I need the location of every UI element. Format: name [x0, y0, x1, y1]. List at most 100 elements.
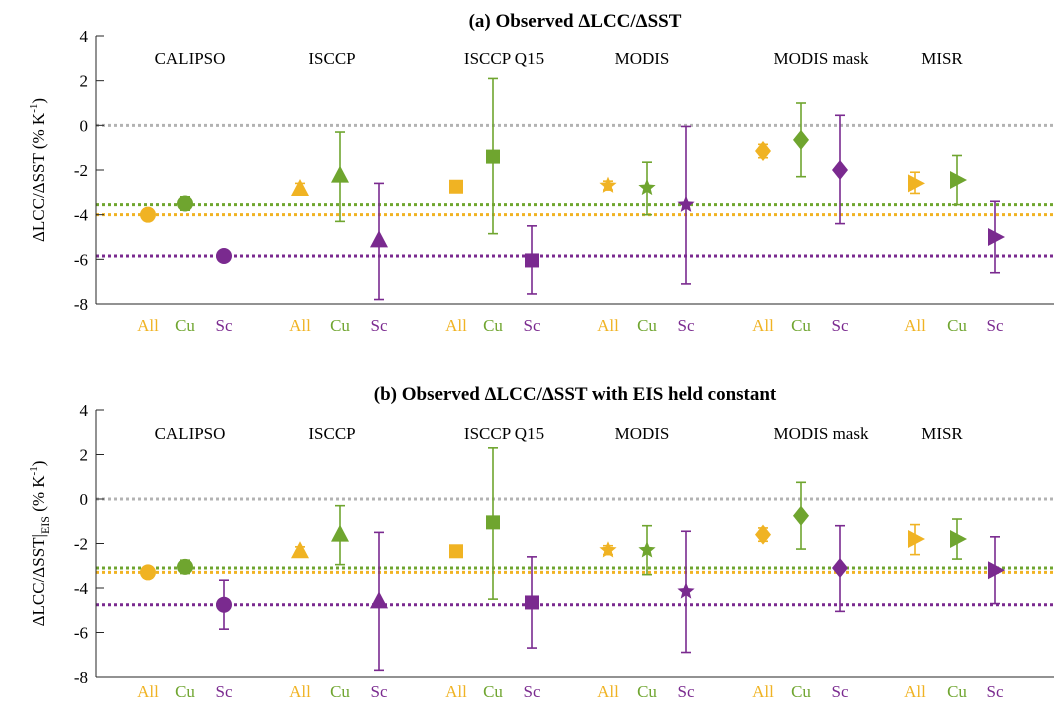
category-label: Cu [791, 682, 811, 701]
data-point-all [291, 178, 309, 196]
data-point-sc [216, 596, 232, 613]
y-tick-label: -4 [74, 206, 89, 225]
data-point-all [449, 179, 463, 194]
data-point-sc [988, 561, 1005, 580]
dataset-label: CALIPSO [155, 424, 226, 443]
category-label: Sc [216, 316, 233, 335]
dataset-label: MODIS mask [774, 424, 869, 443]
data-point-all [291, 541, 309, 559]
category-label: Sc [371, 316, 388, 335]
dataset-isccp-q15: ISCCP Q15 All Cu Sc [445, 49, 544, 335]
category-label: Sc [678, 682, 695, 701]
dataset-modis: MODIS All Cu Sc [597, 49, 695, 335]
data-point-cu [331, 524, 349, 542]
data-point-cu [486, 515, 500, 530]
data-point-cu [638, 178, 656, 196]
category-label: Sc [832, 316, 849, 335]
dataset-label: MODIS [615, 49, 670, 68]
category-label: Cu [637, 316, 657, 335]
y-tick-label: -6 [74, 250, 88, 269]
y-tick-label: -8 [74, 295, 88, 314]
dataset-calipso: CALIPSO All Cu Sc [137, 49, 233, 335]
data-point-all [599, 541, 617, 558]
dataset-misr: MISR All Cu Sc [904, 424, 1005, 701]
category-label: Cu [175, 316, 195, 335]
category-label: Sc [524, 682, 541, 701]
category-label: Sc [832, 682, 849, 701]
category-label: Cu [330, 316, 350, 335]
category-label: All [289, 682, 311, 701]
category-label: Cu [483, 682, 503, 701]
y-tick-label: -2 [74, 161, 88, 180]
data-point-all [755, 141, 771, 162]
category-label: Sc [216, 682, 233, 701]
category-label: Cu [947, 316, 967, 335]
y-tick-label: -6 [74, 624, 88, 643]
dataset-label: MODIS [615, 424, 670, 443]
category-label: All [752, 682, 774, 701]
y-tick-label: 0 [80, 116, 89, 135]
category-label: Sc [524, 316, 541, 335]
data-point-cu [638, 541, 656, 558]
data-point-cu [950, 171, 967, 190]
category-label: All [137, 316, 159, 335]
category-label: All [445, 316, 467, 335]
y-tick-label: 2 [80, 72, 89, 91]
data-point-sc [677, 195, 695, 212]
data-point-all [599, 176, 617, 193]
category-label: Cu [947, 682, 967, 701]
y-tick-label: -8 [74, 668, 88, 687]
y-tick-label: -2 [74, 535, 88, 554]
category-label: All [597, 316, 619, 335]
data-point-sc [677, 582, 695, 599]
y-tick-label: 4 [80, 401, 89, 420]
dataset-modis-mask: MODIS mask All Cu Sc [752, 424, 869, 701]
y-axis-label: ΔLCC/ΔSST|EIS (% K-1) [28, 461, 52, 627]
dataset-misr: MISR All Cu Sc [904, 49, 1005, 335]
category-label: All [904, 316, 926, 335]
y-axis-label: ΔLCC/ΔSST (% K-1) [28, 98, 48, 242]
dataset-isccp: ISCCP All Cu Sc [289, 49, 388, 335]
data-point-cu [793, 505, 809, 526]
dataset-label: MISR [921, 424, 963, 443]
dataset-isccp: ISCCP All Cu Sc [289, 424, 388, 701]
dataset-modis: MODIS All Cu Sc [597, 424, 695, 701]
dataset-modis-mask: MODIS mask All Cu Sc [752, 49, 869, 335]
data-point-sc [832, 160, 848, 180]
data-point-sc [988, 228, 1005, 246]
chart-panel-b: (b) Observed ΔLCC/ΔSST with EIS held con… [28, 384, 1054, 701]
y-tick-label: -4 [74, 579, 89, 598]
category-label: All [904, 682, 926, 701]
dataset-label: ISCCP Q15 [464, 424, 544, 443]
data-point-all [449, 544, 463, 559]
category-label: All [597, 682, 619, 701]
dataset-label: ISCCP Q15 [464, 49, 544, 68]
data-point-all [908, 174, 925, 193]
y-tick-label: 2 [80, 446, 89, 465]
category-label: All [289, 316, 311, 335]
category-label: All [752, 316, 774, 335]
dataset-label: ISCCP [308, 424, 355, 443]
data-point-cu [177, 558, 193, 575]
data-point-sc [832, 557, 848, 578]
category-label: Sc [371, 682, 388, 701]
dataset-isccp-q15: ISCCP Q15 All Cu Sc [445, 424, 544, 701]
category-label: All [137, 682, 159, 701]
dataset-label: CALIPSO [155, 49, 226, 68]
category-label: Cu [483, 316, 503, 335]
chart-title: (b) Observed ΔLCC/ΔSST with EIS held con… [374, 384, 777, 405]
data-point-all [908, 530, 925, 549]
dataset-label: MODIS mask [774, 49, 869, 68]
data-point-all [140, 564, 156, 581]
data-point-all [755, 524, 771, 545]
dataset-label: MISR [921, 49, 963, 68]
data-point-sc [216, 247, 232, 264]
chart-title: (a) Observed ΔLCC/ΔSST [469, 11, 682, 32]
category-label: Sc [987, 682, 1004, 701]
data-point-cu [177, 195, 193, 212]
data-point-all [140, 206, 156, 223]
data-point-cu [793, 129, 809, 150]
y-tick-label: 4 [80, 27, 89, 46]
chart-panel-a: (a) Observed ΔLCC/ΔSST -8 -6 -4 -2 0 2 4 ΔLCC/ΔS… [28, 11, 1054, 335]
